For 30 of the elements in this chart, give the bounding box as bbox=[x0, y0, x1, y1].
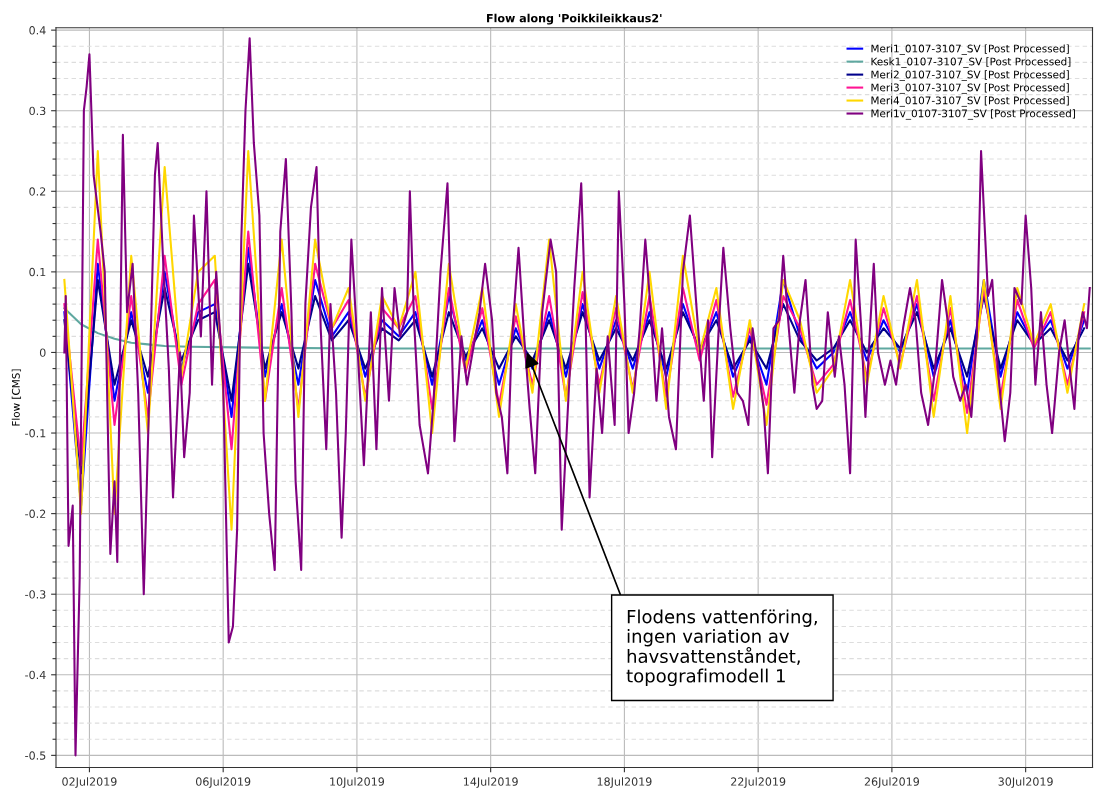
y-tick-label: -0.3 bbox=[25, 590, 46, 599]
legend-label: Meri4_0107-3107_SV [Post Processed] bbox=[871, 96, 1069, 107]
x-tick-label: 10Jul2019 bbox=[330, 777, 385, 788]
x-tick-label: 18Jul2019 bbox=[597, 777, 652, 788]
y-tick-label: 0 bbox=[39, 348, 46, 357]
legend-label: Meri3_0107-3107_SV [Post Processed] bbox=[871, 83, 1069, 94]
x-tick-label: 02Jul2019 bbox=[62, 777, 117, 788]
y-tick-label: -0.5 bbox=[25, 751, 46, 760]
x-tick-label: 30Jul2019 bbox=[998, 777, 1053, 788]
line-series bbox=[63, 307, 1091, 350]
x-tick-label: 26Jul2019 bbox=[864, 777, 920, 788]
legend-label: Meri1v_0107-3107_SV [Post Processed] bbox=[871, 109, 1075, 120]
y-tick-label: 0.3 bbox=[29, 106, 46, 116]
line-series bbox=[63, 37, 1091, 757]
legend-label: Kesk1_0107-3107_SV [Post Processed] bbox=[871, 57, 1071, 68]
y-tick-label: 0.2 bbox=[29, 187, 46, 196]
chart-title: Flow along 'Poikkileikkaus2' bbox=[487, 13, 662, 25]
x-tick-label: 22Jul2019 bbox=[731, 777, 786, 788]
x-tick-label: 06Jul2019 bbox=[196, 777, 251, 788]
y-tick-label: -0.2 bbox=[25, 509, 46, 518]
y-tick-label: -0.1 bbox=[25, 429, 46, 438]
x-tick-label: 14Jul2019 bbox=[463, 777, 518, 788]
line-series bbox=[63, 149, 1086, 531]
legend-label: Meri1_0107-3107_SV [Post Processed] bbox=[871, 44, 1069, 55]
y-axis-title: Flow [CMS] bbox=[11, 369, 22, 426]
annotation: Flodens vattenföring, ingen variation av havsvattenståndet, topografimodell 1 bbox=[626, 609, 817, 687]
y-tick-label: 0.1 bbox=[29, 267, 46, 277]
y-tick-label: 0.4 bbox=[29, 26, 46, 35]
y-tick-label: -0.4 bbox=[25, 670, 46, 680]
legend-label: Meri2_0107-3107_SV [Post Processed] bbox=[871, 70, 1069, 81]
